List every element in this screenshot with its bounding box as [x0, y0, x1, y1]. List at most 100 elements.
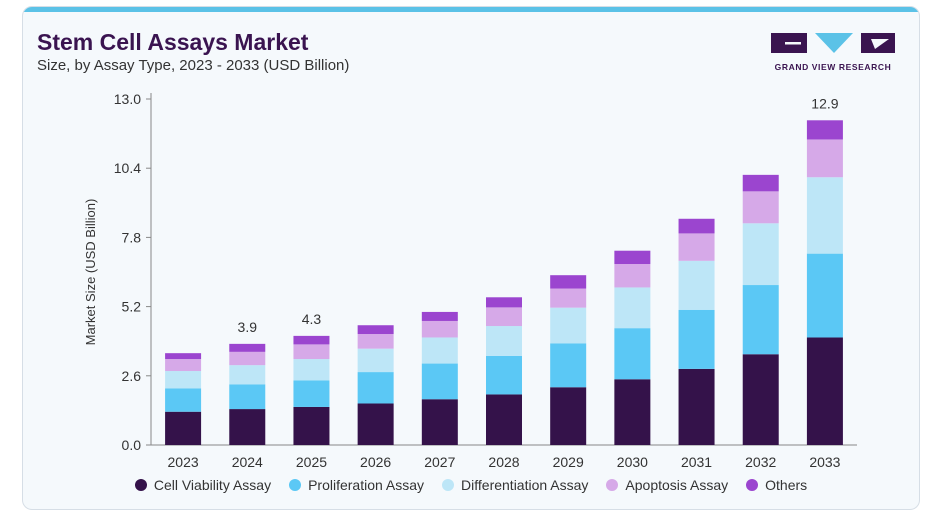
bar-segment	[229, 343, 266, 352]
chart-card: Stem Cell Assays Market Size, by Assay T…	[22, 6, 920, 510]
data-label: 3.9	[238, 319, 258, 335]
bar-segment	[614, 264, 651, 288]
bar-segment	[550, 275, 587, 289]
bar-segment	[806, 337, 843, 445]
stacked-bar-chart: 0.0 2.6 5.2 7.8 10.4 13.0 Market Size (USD Bil…	[83, 91, 857, 470]
bar-segment	[293, 359, 330, 381]
bar-segment	[293, 406, 330, 445]
x-tick-label: 2029	[553, 454, 584, 470]
bar-segment	[742, 191, 779, 224]
logo-mark-icon	[771, 33, 895, 53]
y-tick-label: 10.4	[114, 160, 141, 176]
bar-segment	[806, 120, 843, 140]
bar-segment	[421, 320, 458, 338]
bar-segment	[550, 307, 587, 344]
legend-item: Cell Viability Assay	[134, 477, 272, 493]
x-tick-label: 2027	[424, 454, 455, 470]
legend-item: Differentiation Assay	[442, 477, 588, 493]
bar-segment	[678, 218, 715, 234]
bar-segment	[293, 344, 330, 360]
y-tick-label: 13.0	[114, 91, 141, 107]
x-tick-label: 2024	[232, 454, 263, 470]
x-tick-label: 2025	[296, 454, 327, 470]
data-label: 12.9	[811, 95, 838, 111]
bar-segment	[486, 297, 522, 308]
bar-segment	[486, 326, 522, 356]
legend-label: Proliferation Assay	[308, 477, 425, 493]
x-tick-label: 2033	[809, 454, 840, 470]
bar-segment	[357, 334, 394, 349]
bar-segment	[421, 311, 458, 321]
bar-segment	[421, 399, 458, 445]
legend-swatch	[289, 479, 302, 491]
legend-label: Apoptosis Assay	[625, 477, 729, 493]
bar-segment	[357, 325, 394, 335]
bar-segment	[293, 335, 330, 345]
bar-segment	[165, 371, 202, 389]
bar-segment	[486, 394, 522, 445]
bar-segment	[678, 309, 715, 369]
bar-segment	[678, 233, 715, 261]
logo-text: GRAND VIEW RESEARCH	[774, 62, 892, 72]
legend-item: Others	[746, 477, 807, 493]
bar-segment	[293, 380, 330, 407]
grand-view-research-logo: GRAND VIEW RESEARCH	[771, 29, 895, 73]
bar-segment	[678, 368, 715, 445]
bar-segment	[806, 177, 843, 254]
bar-segment	[421, 363, 458, 400]
x-tick-label: 2030	[617, 454, 648, 470]
legend-swatch	[746, 479, 759, 491]
bar-segment	[421, 337, 458, 364]
y-tick-label: 7.8	[122, 229, 142, 245]
legend-label: Differentiation Assay	[461, 477, 589, 493]
bar-segment	[357, 348, 394, 373]
bar-segment	[806, 253, 843, 338]
y-tick-label: 0.0	[122, 437, 142, 453]
bar-segment	[550, 387, 587, 445]
bar-segment	[550, 288, 587, 308]
page-title: Stem Cell Assays Market	[37, 29, 309, 55]
bar-segment	[614, 328, 651, 380]
legend-swatch	[442, 479, 455, 491]
data-label: 4.3	[302, 311, 322, 327]
bar-segment	[678, 260, 715, 310]
bar-segment	[486, 355, 522, 395]
bar-segment	[614, 287, 651, 329]
chart-subtitle: Size, by Assay Type, 2023 - 2033 (USD Bi…	[37, 57, 350, 74]
bar-segment	[165, 388, 202, 412]
y-tick-label: 5.2	[122, 299, 142, 315]
x-tick-label: 2028	[488, 454, 519, 470]
bar-segment	[550, 343, 587, 388]
bar-segment	[742, 174, 779, 192]
x-tick-label: 2031	[681, 454, 712, 470]
legend-item: Apoptosis Assay	[606, 477, 728, 493]
bar-segment	[357, 403, 394, 445]
x-tick-label: 2023	[168, 454, 199, 470]
y-axis-label: Market Size (USD Billion)	[83, 199, 98, 346]
bar-segment	[806, 139, 843, 178]
bar-segment	[229, 384, 266, 410]
legend-label: Others	[765, 477, 808, 493]
legend-item: Proliferation Assay	[289, 477, 424, 493]
bar-segment	[229, 351, 266, 366]
bar-segment	[165, 353, 202, 360]
bar-segment	[229, 365, 266, 385]
bar-segment	[742, 285, 779, 355]
x-tick-label: 2032	[745, 454, 776, 470]
bar-segment	[486, 307, 522, 327]
bar-segment	[614, 250, 651, 265]
chart-legend: Cell Viability Assay Proliferation Assay D…	[23, 477, 919, 493]
bar-segment	[742, 354, 779, 445]
legend-swatch	[134, 479, 147, 491]
bar-segment	[165, 359, 202, 372]
bar-segment	[742, 223, 779, 286]
legend-swatch	[606, 479, 619, 491]
bar-segment	[357, 372, 394, 404]
x-tick-label: 2026	[360, 454, 391, 470]
legend-label: Cell Viability Assay	[153, 477, 272, 493]
bar-segment	[614, 379, 651, 445]
y-tick-label: 2.6	[122, 368, 142, 384]
bar-segment	[229, 409, 266, 445]
accent-bar	[23, 7, 919, 12]
bar-segment	[165, 411, 202, 445]
